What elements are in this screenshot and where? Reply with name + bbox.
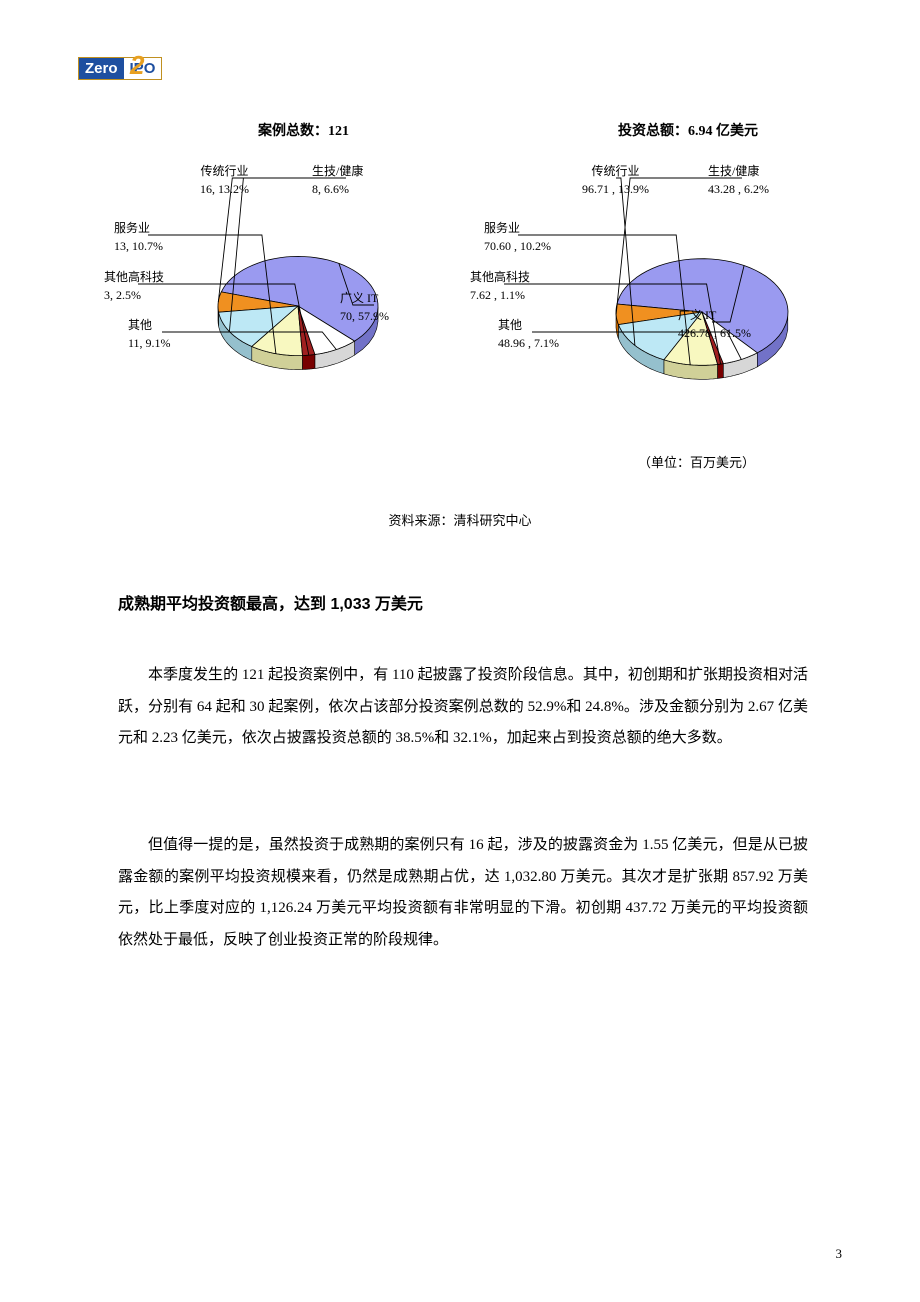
slice-value: 96.71 , 13.9% <box>582 182 649 196</box>
logo-accent: 2 <box>130 50 144 81</box>
chart-left-title: 案例总数：121 <box>258 120 349 140</box>
slice-name: 传统行业 <box>200 164 248 178</box>
slice-value: 48.96 , 7.1% <box>498 336 559 350</box>
pie-slice-label: 服务业 70.60 , 10.2% <box>484 219 551 255</box>
pie-slice-label: 生技/健康 43.28 , 6.2% <box>708 162 769 198</box>
pie-slice-label: 其他高科技 7.62 , 1.1% <box>470 268 530 304</box>
slice-name: 生技/健康 <box>312 164 363 178</box>
pie-slice-label: 传统行业 16, 13.2% <box>200 162 249 198</box>
pie-slice-label: 广义 IT 426.78 , 61.5% <box>678 306 751 342</box>
slice-value: 3, 2.5% <box>104 288 141 302</box>
slice-name: 其他 <box>128 318 152 332</box>
slice-name: 生技/健康 <box>708 164 759 178</box>
paragraph-1-text: 本季度发生的 121 起投资案例中，有 110 起披露了投资阶段信息。其中，初创… <box>118 660 808 755</box>
pie-slice-label: 服务业 13, 10.7% <box>114 219 163 255</box>
page-number: 3 <box>836 1246 843 1262</box>
slice-name: 服务业 <box>484 221 520 235</box>
paragraph-1: 本季度发生的 121 起投资案例中，有 110 起披露了投资阶段信息。其中，初创… <box>118 660 808 755</box>
slice-value: 43.28 , 6.2% <box>708 182 769 196</box>
slice-value: 70.60 , 10.2% <box>484 239 551 253</box>
pie-slice-label: 广义 IT 70, 57.9% <box>340 289 389 325</box>
slice-value: 13, 10.7% <box>114 239 163 253</box>
slice-name: 广义 IT <box>340 291 378 305</box>
charts-container: 案例总数：121 投资总额：6.94 亿美元 广义 IT 70, 57.9% 生技/… <box>78 120 842 500</box>
logo: Zero 2 IPO <box>78 52 188 84</box>
paragraph-2: 但值得一提的是，虽然投资于成熟期的案例只有 16 起，涉及的披露资金为 1.55… <box>118 830 808 956</box>
slice-name: 其他高科技 <box>470 270 530 284</box>
slice-value: 16, 13.2% <box>200 182 249 196</box>
slice-name: 广义 IT <box>678 308 716 322</box>
pie-slice-label: 生技/健康 8, 6.6% <box>312 162 363 198</box>
section-heading: 成熟期平均投资额最高，达到 1,033 万美元 <box>118 590 423 614</box>
pie-slice-label: 其他 11, 9.1% <box>128 316 171 352</box>
chart-right-title: 投资总额：6.94 亿美元 <box>618 120 758 140</box>
paragraph-2-text: 但值得一提的是，虽然投资于成熟期的案例只有 16 起，涉及的披露资金为 1.55… <box>118 830 808 956</box>
data-source: 资料来源：清科研究中心 <box>0 510 920 529</box>
pie-chart-amount: 广义 IT 426.78 , 61.5% 生技/健康 43.28 , 6.2% 传统行业… <box>478 156 858 456</box>
slice-value: 426.78 , 61.5% <box>678 326 751 340</box>
slice-name: 服务业 <box>114 221 150 235</box>
slice-value: 7.62 , 1.1% <box>470 288 525 302</box>
logo-zero: Zero <box>78 57 124 80</box>
pie-chart-cases: 广义 IT 70, 57.9% 生技/健康 8, 6.6% 传统行业 16, 13.2% 服… <box>108 156 468 456</box>
slice-value: 70, 57.9% <box>340 309 389 323</box>
slice-value: 8, 6.6% <box>312 182 349 196</box>
unit-note: （单位：百万美元） <box>638 452 755 471</box>
slice-value: 11, 9.1% <box>128 336 171 350</box>
pie-slice-label: 传统行业 96.71 , 13.9% <box>582 162 649 198</box>
pie-slice-label: 其他高科技 3, 2.5% <box>104 268 164 304</box>
slice-name: 其他高科技 <box>104 270 164 284</box>
pie-slice-label: 其他 48.96 , 7.1% <box>498 316 559 352</box>
slice-name: 传统行业 <box>591 164 639 178</box>
slice-name: 其他 <box>498 318 522 332</box>
